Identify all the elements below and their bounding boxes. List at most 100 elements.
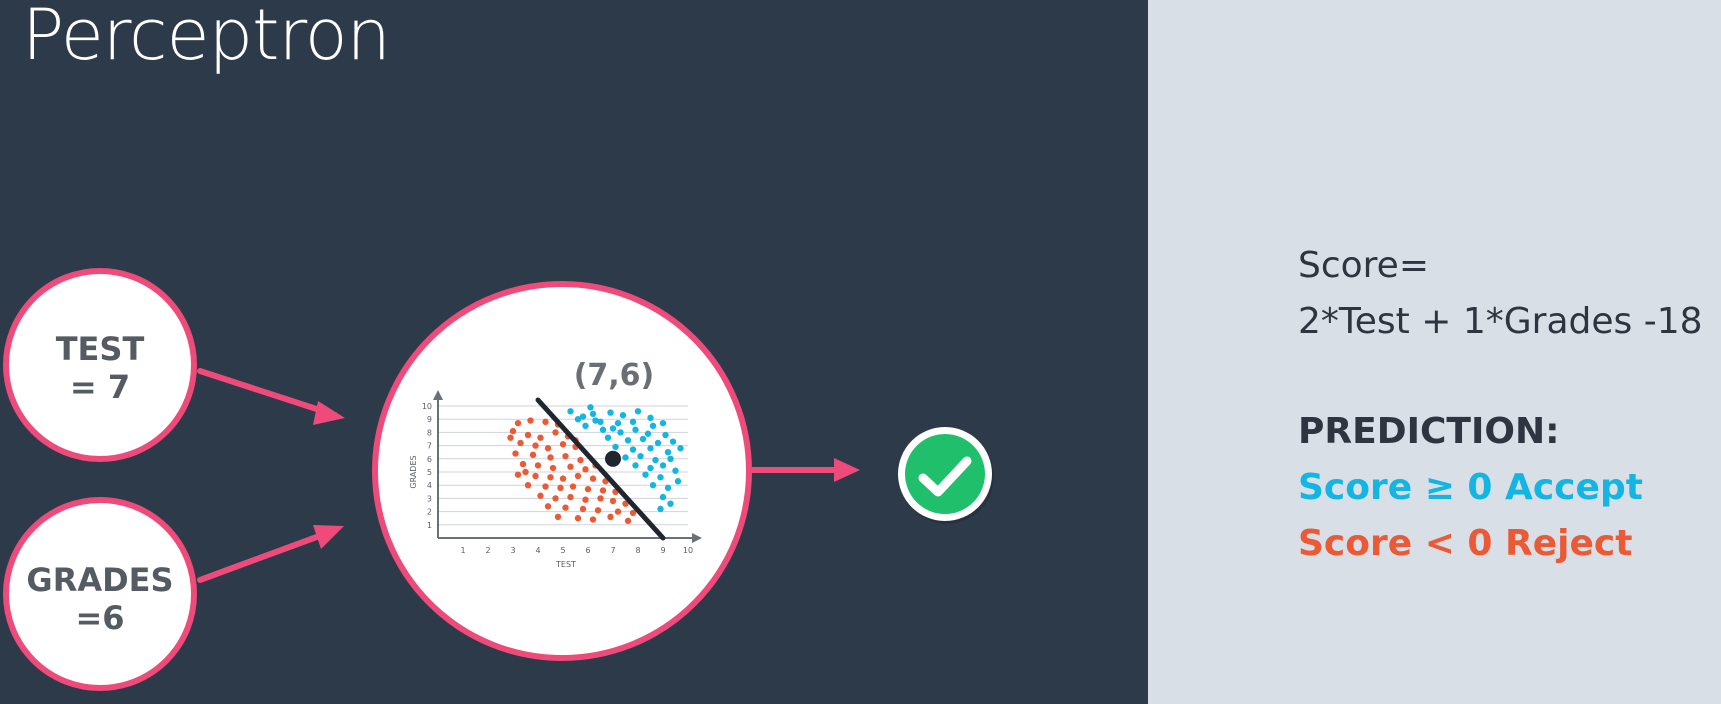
data-point — [597, 495, 604, 502]
y-tick-label: 5 — [427, 468, 432, 477]
output-arrowhead — [834, 458, 860, 482]
test-arrow — [197, 368, 338, 418]
prediction-reject: Score < 0 Reject — [1298, 523, 1633, 564]
check-mark — [918, 456, 972, 497]
data-point — [574, 515, 582, 522]
data-point — [632, 462, 639, 469]
data-point — [507, 434, 514, 441]
x-tick-label: 4 — [535, 546, 540, 555]
data-point — [637, 452, 644, 460]
input-node-test: TEST = 7 — [3, 268, 197, 462]
data-point — [634, 408, 642, 415]
y-tick-label: 10 — [422, 402, 432, 411]
data-point — [664, 449, 672, 456]
data-point — [532, 442, 539, 449]
formula-panel — [1148, 0, 1721, 704]
highlight-point-label: (7,6) — [574, 358, 655, 393]
data-point — [609, 497, 617, 505]
y-tick-label: 8 — [427, 428, 432, 437]
data-point — [562, 504, 569, 511]
data-point — [554, 513, 562, 521]
data-point — [629, 418, 637, 426]
data-point — [632, 426, 639, 433]
data-point — [569, 483, 577, 490]
data-point — [659, 493, 667, 501]
data-point — [629, 446, 637, 453]
data-point — [657, 474, 664, 481]
input-node-grades-circle — [3, 497, 197, 691]
score-formula: Score= 2*Test + 1*Grades -18 — [1298, 238, 1703, 350]
x-tick-label: 1 — [460, 546, 465, 555]
perceptron-node-circle — [372, 281, 752, 661]
grades-arrowhead — [313, 525, 344, 549]
x-tick-label: 2 — [485, 546, 490, 555]
data-point — [577, 456, 584, 464]
y-tick-label: 6 — [427, 455, 432, 464]
data-point — [592, 417, 599, 424]
decision-boundary — [535, 397, 666, 541]
data-point — [562, 452, 569, 460]
y-tick-label: 3 — [427, 494, 432, 503]
data-point — [529, 451, 537, 459]
data-point — [552, 429, 559, 436]
data-point — [524, 482, 532, 489]
data-point — [604, 434, 612, 441]
x-tick-label: 3 — [510, 546, 515, 555]
data-point — [589, 410, 597, 418]
data-point — [614, 419, 622, 427]
data-point — [567, 463, 574, 470]
data-point — [644, 430, 652, 437]
x-tick-label: 5 — [560, 546, 565, 555]
x-tick-label: 6 — [585, 546, 590, 555]
data-point — [542, 418, 549, 426]
data-point — [677, 445, 684, 452]
data-point — [607, 513, 614, 521]
y-tick-label: 2 — [427, 508, 432, 517]
input-node-test-circle — [3, 268, 197, 462]
grades-arrow — [197, 528, 336, 583]
data-point — [654, 439, 662, 447]
data-point — [567, 493, 574, 501]
data-point — [579, 413, 587, 420]
prediction-block: PREDICTION: Score ≥ 0 Accept Score < 0 R… — [1298, 404, 1643, 572]
data-point — [649, 422, 657, 429]
data-point — [597, 418, 604, 426]
data-point — [587, 404, 594, 411]
data-point — [514, 419, 522, 427]
input-node-grades: GRADES =6 — [3, 497, 197, 691]
data-point — [619, 412, 627, 419]
data-point — [574, 416, 582, 423]
scatter-plot: 1 2 3 4 5 6 7 8 9 10 1 2 3 4 5 6 7 8 9 10 TEST GRADES — [409, 390, 702, 569]
highlight-point — [605, 450, 621, 467]
data-point — [512, 450, 519, 457]
data-point — [607, 409, 614, 416]
data-point — [517, 439, 524, 447]
data-point — [649, 482, 657, 489]
data-point — [622, 454, 629, 461]
data-point — [514, 471, 522, 478]
prediction-accept: Score ≥ 0 Accept — [1298, 467, 1643, 508]
data-point — [647, 445, 654, 452]
data-point — [544, 503, 552, 510]
data-point — [612, 443, 619, 451]
data-point — [552, 495, 559, 502]
page-title: Perceptron — [22, 0, 391, 76]
data-point — [667, 500, 674, 507]
data-point — [664, 484, 672, 492]
data-point — [534, 462, 542, 469]
x-tick-label: 8 — [635, 546, 640, 555]
data-point — [614, 508, 622, 515]
y-tick-label: 4 — [427, 481, 432, 490]
x-axis-label: TEST — [555, 560, 576, 569]
data-point — [547, 474, 554, 481]
data-point — [657, 505, 664, 513]
data-point — [522, 468, 529, 476]
data-point — [647, 414, 654, 422]
data-point — [667, 455, 674, 462]
data-point — [609, 425, 617, 432]
data-point — [647, 464, 654, 472]
data-point — [672, 467, 679, 474]
data-point — [642, 471, 649, 478]
data-point — [557, 484, 564, 492]
data-point — [527, 417, 534, 424]
